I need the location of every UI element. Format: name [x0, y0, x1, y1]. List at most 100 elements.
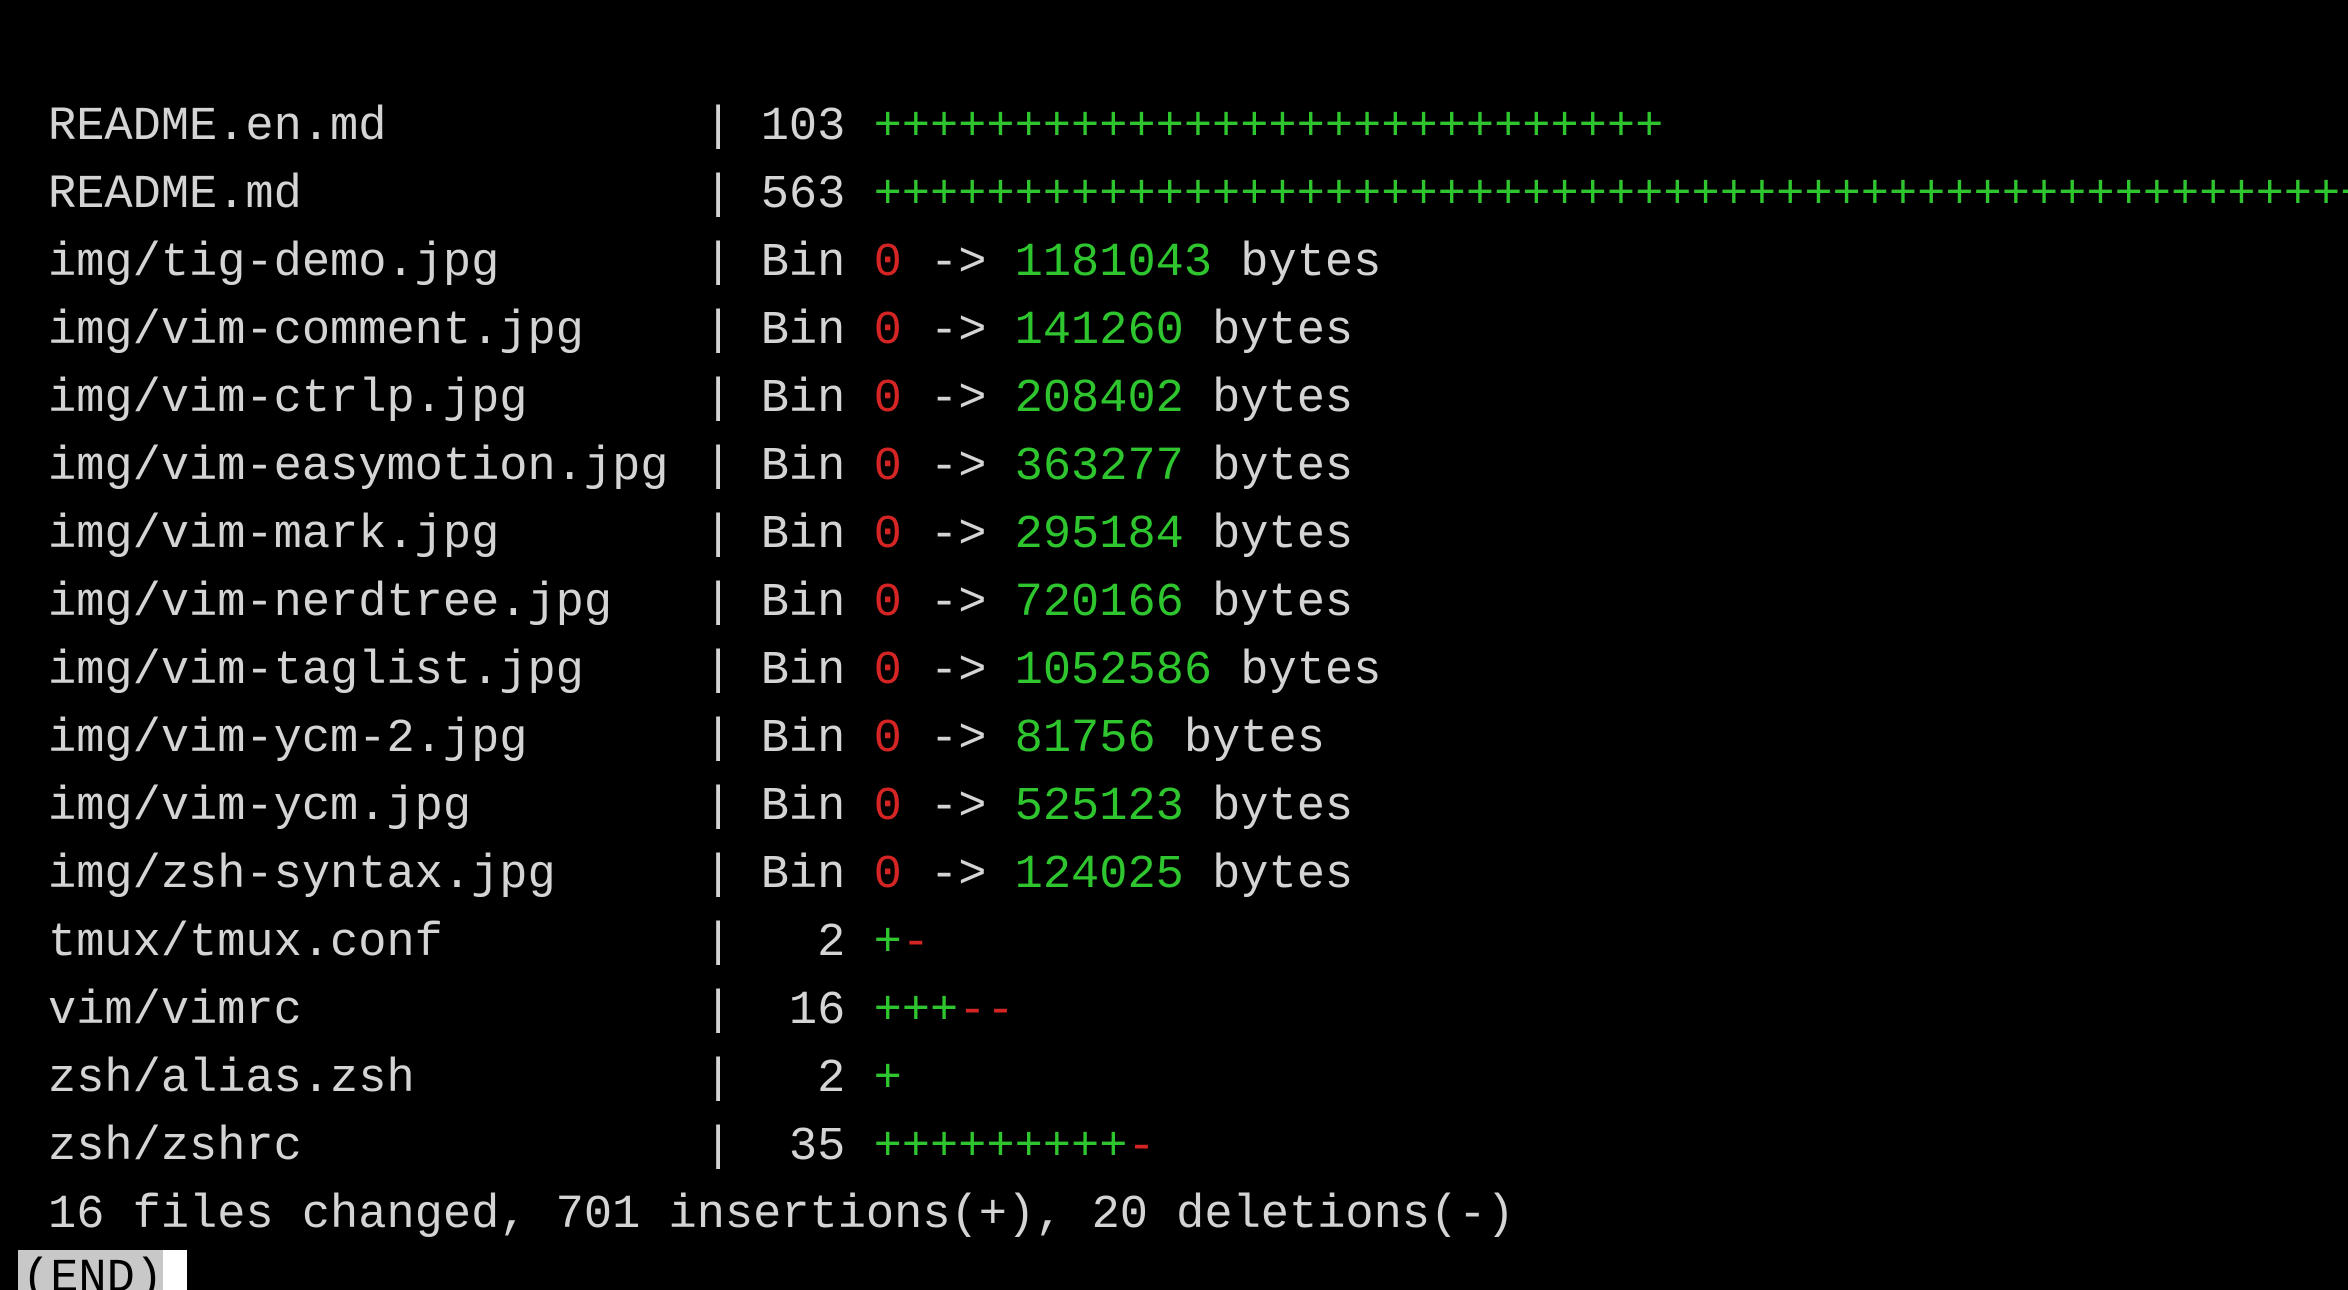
change-count: 35 [760, 1121, 846, 1174]
arrow: -> [930, 237, 987, 290]
file-name: README.en.md [48, 101, 387, 154]
arrow: -> [930, 849, 987, 902]
arrow: -> [930, 645, 987, 698]
bin-from-size: 0 [873, 577, 902, 630]
bin-label: Bin [760, 781, 846, 834]
bin-label: Bin [760, 237, 846, 290]
bin-from-size: 0 [873, 645, 902, 698]
diffstat-row: img/vim-ycm-2.jpg | Bin 0 -> 81756 bytes [48, 706, 2348, 774]
diffstat-row: img/zsh-syntax.jpg | Bin 0 -> 124025 byte… [48, 842, 2348, 910]
arrow: -> [930, 577, 987, 630]
file-name: img/vim-ycm-2.jpg [48, 713, 528, 766]
size-unit: bytes [1212, 441, 1354, 494]
file-name: img/tig-demo.jpg [48, 237, 500, 290]
diffstat-row: zsh/zshrc | 35 +++++++++- [48, 1114, 2348, 1182]
separator: | [704, 917, 733, 970]
arrow: -> [930, 713, 987, 766]
diffstat-row: README.md | 563 +++++++++++++++++++++++++… [48, 162, 2348, 230]
size-unit: bytes [1240, 645, 1382, 698]
change-count: 2 [760, 1053, 846, 1106]
diffstat-row: img/vim-ycm.jpg | Bin 0 -> 525123 bytes [48, 774, 2348, 842]
arrow: -> [930, 509, 987, 562]
file-name: zsh/alias.zsh [48, 1053, 415, 1106]
file-name: img/vim-comment.jpg [48, 305, 584, 358]
file-name: img/vim-taglist.jpg [48, 645, 584, 698]
diffstat-row: img/vim-comment.jpg | Bin 0 -> 141260 byt… [48, 298, 2348, 366]
size-unit: bytes [1212, 509, 1354, 562]
bin-to-size: 295184 [1014, 509, 1184, 562]
bin-from-size: 0 [873, 237, 902, 290]
separator: | [704, 1121, 733, 1174]
diffstat-row: img/vim-nerdtree.jpg | Bin 0 -> 720166 by… [48, 570, 2348, 638]
pager-end-prompt[interactable]: (END) [18, 1250, 188, 1290]
separator: | [704, 1053, 733, 1106]
arrow: -> [930, 305, 987, 358]
size-unit: bytes [1212, 373, 1354, 426]
change-count: 2 [760, 917, 846, 970]
insertions-bar: + [873, 917, 902, 970]
diffstat-row: img/vim-taglist.jpg | Bin 0 -> 1052586 by… [48, 638, 2348, 706]
diffstat-row: img/vim-ctrlp.jpg | Bin 0 -> 208402 bytes [48, 366, 2348, 434]
bin-from-size: 0 [873, 373, 902, 426]
separator: | [704, 441, 733, 494]
arrow: -> [930, 441, 987, 494]
insertions-bar: + [873, 1053, 902, 1106]
deletions-bar: -- [958, 985, 1015, 1038]
separator: | [704, 169, 733, 222]
file-name: tmux/tmux.conf [48, 917, 443, 970]
separator: | [704, 373, 733, 426]
bin-to-size: 363277 [1014, 441, 1184, 494]
change-count: 103 [760, 101, 846, 154]
bin-label: Bin [760, 713, 846, 766]
arrow: -> [930, 781, 987, 834]
separator: | [704, 237, 733, 290]
bin-from-size: 0 [873, 305, 902, 358]
separator: | [704, 101, 733, 154]
insertions-bar: ++++++++++++++++++++++++++++++++++++++++… [873, 169, 2348, 222]
file-name: img/vim-ycm.jpg [48, 781, 472, 834]
bin-label: Bin [760, 373, 846, 426]
size-unit: bytes [1183, 713, 1325, 766]
insertions-bar: ++++++++++++++++++++++++++++ [873, 101, 1664, 154]
bin-label: Bin [760, 645, 846, 698]
separator: | [704, 577, 733, 630]
diffstat-row: img/tig-demo.jpg | Bin 0 -> 1181043 bytes [48, 230, 2348, 298]
deletions-bar: - [901, 917, 930, 970]
bin-label: Bin [760, 577, 846, 630]
change-count: 563 [760, 169, 846, 222]
cursor [163, 1250, 188, 1290]
bin-from-size: 0 [873, 713, 902, 766]
bin-label: Bin [760, 849, 846, 902]
bin-to-size: 1181043 [1014, 237, 1213, 290]
file-name: img/vim-easymotion.jpg [48, 441, 669, 494]
bin-to-size: 1052586 [1014, 645, 1213, 698]
insertions-bar: +++++++++ [873, 1121, 1128, 1174]
size-unit: bytes [1212, 305, 1354, 358]
bin-label: Bin [760, 509, 846, 562]
size-unit: bytes [1240, 237, 1382, 290]
bin-to-size: 81756 [1014, 713, 1156, 766]
summary-line: 16 files changed, 701 insertions(+), 20 … [48, 1189, 1515, 1242]
diffstat-row: img/vim-easymotion.jpg | Bin 0 -> 363277 … [48, 434, 2348, 502]
separator: | [704, 509, 733, 562]
file-name: README.md [48, 169, 302, 222]
bin-to-size: 720166 [1014, 577, 1184, 630]
bin-from-size: 0 [873, 441, 902, 494]
separator: | [704, 713, 733, 766]
file-name: img/vim-ctrlp.jpg [48, 373, 528, 426]
diffstat-row: zsh/alias.zsh | 2 + [48, 1046, 2348, 1114]
file-name: img/zsh-syntax.jpg [48, 849, 556, 902]
file-name: zsh/zshrc [48, 1121, 302, 1174]
bin-to-size: 525123 [1014, 781, 1184, 834]
diffstat-row: vim/vimrc | 16 +++-- [48, 978, 2348, 1046]
size-unit: bytes [1212, 577, 1354, 630]
separator: | [704, 305, 733, 358]
separator: | [704, 985, 733, 1038]
bin-from-size: 0 [873, 781, 902, 834]
diffstat-row: README.en.md | 103 ++++++++++++++++++++++… [48, 94, 2348, 162]
bin-from-size: 0 [873, 509, 902, 562]
size-unit: bytes [1212, 849, 1354, 902]
bin-label: Bin [760, 305, 846, 358]
file-name: img/vim-nerdtree.jpg [48, 577, 613, 630]
bin-to-size: 208402 [1014, 373, 1184, 426]
